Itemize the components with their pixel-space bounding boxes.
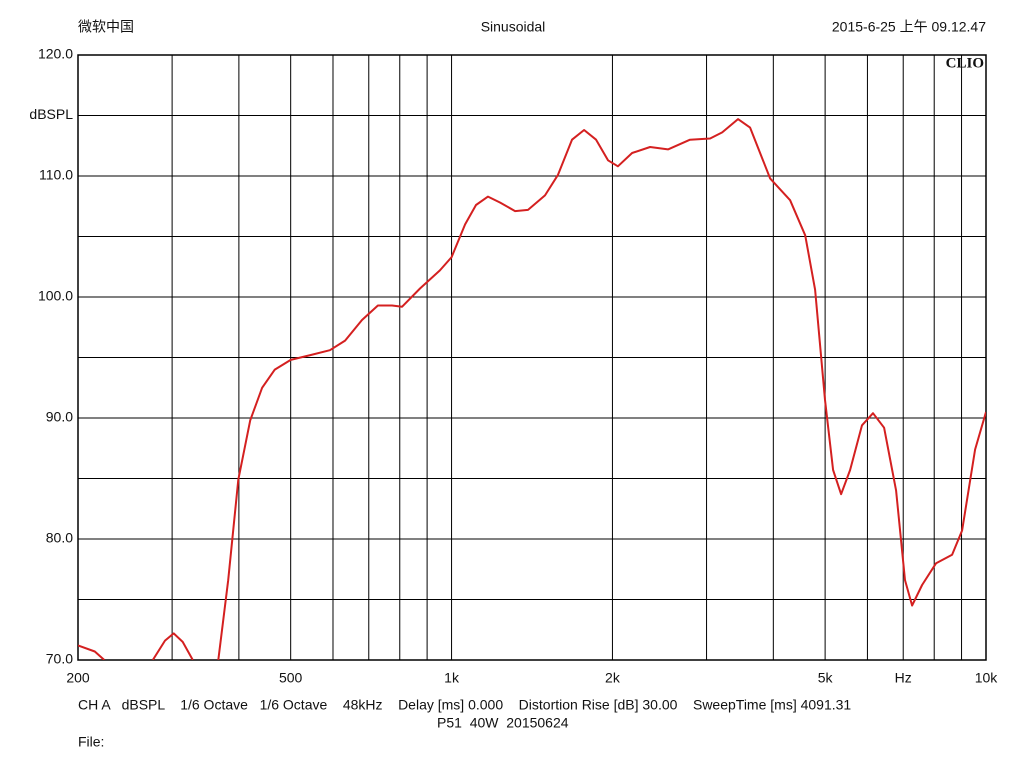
y-tick-label: 110.0 [39,167,73,183]
y-tick-label: 90.0 [46,409,73,425]
footer-title: P51 40W 20150624 [437,715,569,731]
x-tick-label: 2k [605,670,621,686]
x-tick-label: 10k [975,670,999,686]
logo: CLIO [946,55,984,71]
plot-frame [77,54,987,661]
x-tick-label: 1k [444,670,460,686]
x-tick-label: 200 [66,670,90,686]
y-tick-label: 100.0 [38,288,73,304]
header-left: 微软中国 [78,19,134,35]
chart-title: Sinusoidal [481,19,546,35]
y-tick-label: 120.0 [38,46,73,62]
footer-info: CH A dBSPL 1/6 Octave 1/6 Octave 48kHz D… [78,697,851,713]
x-tick-label: Hz [895,670,912,686]
response-curve [78,118,986,660]
y-tick-label: dBSPL [29,106,73,122]
y-tick-label: 70.0 [46,651,73,667]
y-tick-label: 80.0 [46,530,73,546]
footer-file: File: [78,734,104,750]
x-tick-label: 500 [279,670,303,686]
header-right: 2015-6-25 上午 09.12.47 [832,19,986,35]
x-tick-label: 5k [818,670,834,686]
